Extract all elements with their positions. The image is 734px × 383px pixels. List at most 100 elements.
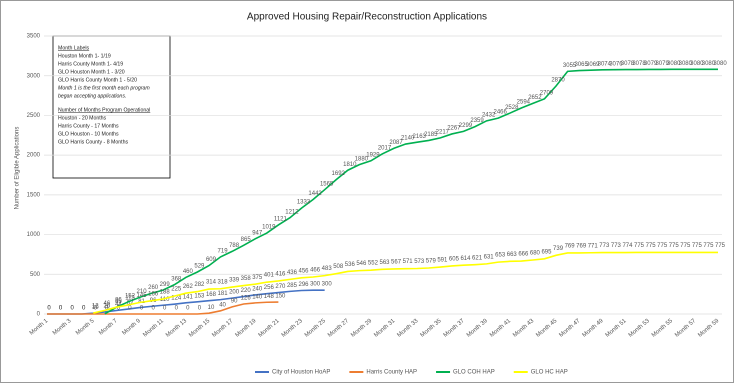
data-label: 181	[218, 291, 229, 297]
data-label: 2528	[505, 105, 519, 111]
data-label: 1565	[320, 181, 334, 187]
data-label: 368	[171, 276, 182, 282]
data-label: 466	[310, 268, 321, 274]
data-label: 719	[218, 248, 229, 254]
annotation: began accepting applications.	[58, 93, 126, 99]
data-label: 40	[219, 302, 226, 308]
data-label: 0	[151, 306, 155, 312]
annotation: GLO Houston - 10 Months	[58, 131, 119, 137]
data-label: 285	[287, 283, 298, 289]
data-label: 1019	[262, 225, 276, 231]
data-label: 296	[299, 282, 310, 288]
data-label: 774	[622, 243, 633, 249]
data-label: 141	[183, 294, 194, 300]
y-tick-label: 1500	[27, 192, 41, 198]
data-label: 152	[125, 294, 136, 300]
data-label: 62	[127, 301, 134, 307]
data-label: 10	[92, 305, 99, 311]
data-label: 12	[92, 304, 99, 310]
annotation: Number of Months Program Operational	[58, 107, 150, 113]
data-label: 44	[115, 302, 122, 308]
data-label: 3069	[586, 62, 600, 68]
data-label: 0	[82, 306, 86, 312]
data-label: 2163	[413, 134, 427, 140]
data-label: 10	[208, 305, 215, 311]
data-label: 90	[231, 298, 238, 304]
data-label: 460	[183, 269, 194, 275]
annotation: GLO Houston Month 1 - 3/20	[58, 69, 125, 75]
data-label: 86	[115, 298, 122, 304]
data-label: 2359	[470, 118, 484, 124]
data-label: 2087	[389, 140, 403, 146]
data-label: 2217	[436, 129, 450, 135]
data-label: 0	[198, 306, 202, 312]
data-label: 775	[715, 243, 726, 249]
data-label: 188	[160, 290, 171, 296]
data-label: 769	[565, 243, 576, 249]
data-label: 262	[183, 284, 194, 290]
data-label: 210	[137, 289, 148, 295]
data-label: 769	[576, 243, 587, 249]
data-label: 865	[241, 237, 252, 243]
annotation: Houston Month 1- 1/19	[58, 53, 111, 59]
data-label: 653	[495, 253, 506, 259]
data-label: 110	[160, 297, 170, 303]
data-label: 3078	[632, 61, 646, 67]
data-label: 1442	[308, 191, 322, 197]
data-label: 3078	[621, 61, 635, 67]
data-label: 775	[680, 243, 691, 249]
data-label: 1121	[274, 217, 288, 223]
data-label: 2709	[540, 90, 554, 96]
note-box	[52, 35, 171, 179]
data-label: 140	[252, 294, 263, 300]
data-label: 270	[275, 284, 286, 290]
data-label: 3080	[679, 61, 693, 67]
data-label: 0	[82, 306, 86, 312]
data-label: 0	[70, 306, 74, 312]
data-label: 621	[472, 255, 483, 261]
data-label: 1880	[355, 156, 369, 162]
data-label: 2432	[482, 112, 496, 118]
data-label: 339	[229, 278, 240, 284]
y-tick-label: 2500	[27, 113, 41, 119]
data-label: 416	[275, 272, 286, 278]
data-label: 300	[310, 282, 321, 288]
data-label: 788	[229, 243, 240, 249]
data-label: 775	[634, 243, 645, 249]
data-label: 3065	[574, 62, 588, 68]
data-label: 0	[59, 306, 63, 312]
data-label: 0	[186, 306, 190, 312]
data-label: 773	[599, 243, 610, 249]
data-label: 148	[264, 294, 275, 300]
data-label: 2299	[459, 123, 473, 129]
data-label: 567	[391, 260, 402, 266]
data-label: 1810	[343, 162, 357, 168]
data-label: 200	[229, 290, 240, 296]
data-label: 3080	[713, 61, 727, 67]
data-label: 2017	[378, 145, 392, 151]
data-label: 508	[333, 264, 344, 270]
data-label: 46	[104, 301, 111, 307]
data-label: 240	[252, 287, 263, 293]
data-label: 3	[105, 305, 109, 311]
data-label: 739	[553, 246, 564, 252]
y-tick-label: 0	[37, 312, 41, 318]
data-label: 168	[206, 292, 217, 298]
annotation: GLO Harris County - 8 Months	[58, 139, 128, 145]
data-label: 0	[105, 306, 109, 312]
data-label: 775	[646, 243, 657, 249]
data-label: 0	[94, 306, 98, 312]
data-label: 573	[414, 259, 425, 265]
y-tick-label: 3500	[27, 34, 41, 40]
data-label: 3080	[667, 61, 681, 67]
annotation: Houston - 20 Months	[58, 115, 107, 121]
data-label: 631	[484, 254, 495, 260]
data-label: 2870	[551, 78, 565, 84]
legend-label: Harris County HAP	[366, 370, 417, 376]
series-line	[104, 68, 718, 315]
data-label: 113	[125, 296, 135, 302]
series-line	[47, 301, 279, 315]
data-label: 318	[218, 279, 229, 285]
data-label: 260	[148, 285, 159, 291]
